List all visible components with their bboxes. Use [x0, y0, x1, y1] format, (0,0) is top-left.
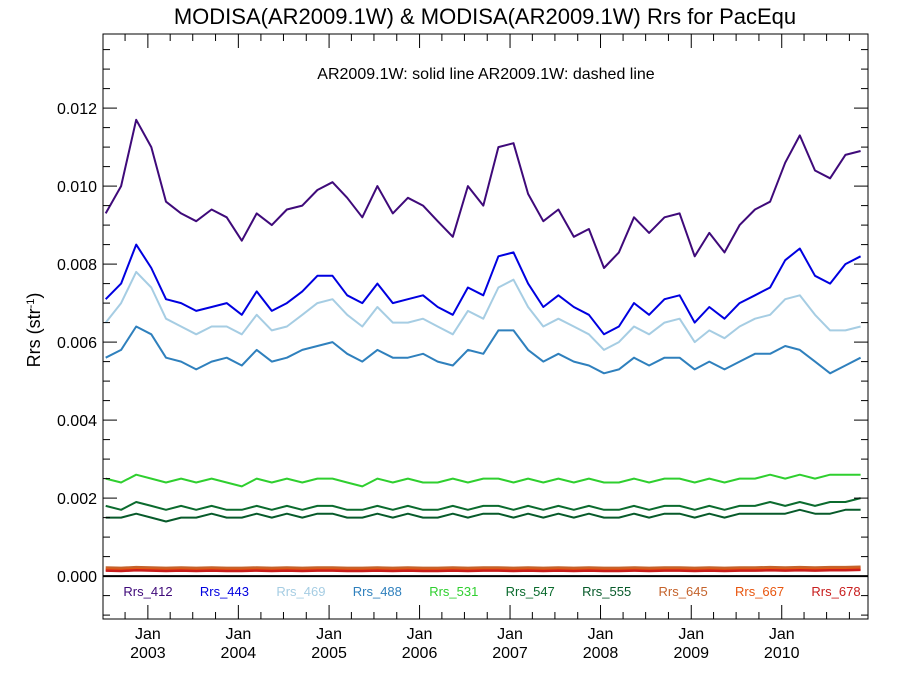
x-tick-year: 2008 [583, 645, 619, 662]
legend-label: Rrs_547 [506, 584, 555, 599]
x-tick-year: 2007 [492, 645, 528, 662]
y-tick-label: 0.008 [57, 257, 97, 274]
x-axis-ticks: Jan 2003 Jan 2004 Jan 2005 Jan 2006 Jan 2007 Jan 20… [124, 34, 850, 662]
x-tick-month: Jan [407, 626, 433, 643]
y-axis-label-end: ) [24, 293, 44, 299]
series-line-rrs-412 [104, 118, 861, 269]
series-line-rrs-469 [104, 270, 861, 351]
legend-label: Rrs_469 [276, 584, 325, 599]
x-tick-month: Jan [588, 626, 614, 643]
x-tick-month: Jan [316, 626, 342, 643]
x-tick-month: Jan [225, 626, 251, 643]
series-layer [104, 118, 862, 573]
legend-label: Rrs_412 [123, 584, 172, 599]
series-line-rrs-678 [105, 568, 861, 573]
x-tick-month: Jan [135, 626, 161, 643]
legend-label: Rrs_678 [811, 584, 860, 599]
y-axis-label: Rrs (str-1) [24, 293, 44, 368]
chart-title: MODISA(AR2009.1W) & MODISA(AR2009.1W) Rr… [174, 4, 796, 29]
x-tick-year: 2006 [402, 645, 438, 662]
x-tick-year: 2003 [130, 645, 166, 662]
line-style-annotation: AR2009.1W: solid line AR2009.1W: dashed … [317, 66, 655, 83]
series-legend: Rrs_412 Rrs_443 Rrs_469 Rrs_488 Rrs_531 Rrs_5… [123, 584, 860, 599]
y-tick-label: 0.004 [57, 413, 97, 430]
y-tick-label: 0.002 [57, 491, 97, 508]
x-tick-year: 2004 [221, 645, 257, 662]
y-tick-label: 0.000 [57, 569, 97, 586]
x-tick-year: 2010 [764, 645, 800, 662]
plot-frame [102, 33, 869, 620]
legend-label: Rrs_488 [353, 584, 402, 599]
y-axis-label-superscript: -1 [25, 299, 37, 309]
y-tick-label: 0.010 [57, 179, 97, 196]
series-line-rrs-443 [104, 243, 862, 336]
series-line-rrs-488 [105, 325, 862, 375]
x-tick-month: Jan [497, 626, 523, 643]
y-tick-label: 0.006 [57, 335, 97, 352]
y-tick-label: 0.012 [57, 101, 97, 118]
legend-label: Rrs_645 [659, 584, 708, 599]
series-line-rrs-531 [105, 473, 861, 488]
x-tick-month: Jan [678, 626, 704, 643]
legend-label: Rrs_667 [735, 584, 784, 599]
legend-label: Rrs_555 [582, 584, 631, 599]
series-line-rrs-547 [105, 497, 861, 511]
y-axis-ticks: 0.000 0.002 0.004 0.006 0.008 0.010 0.012 [57, 49, 868, 616]
x-tick-year: 2009 [673, 645, 709, 662]
series-line-rrs-645 [105, 565, 861, 570]
legend-label: Rrs_531 [429, 584, 478, 599]
legend-label: Rrs_443 [200, 584, 249, 599]
series-line-rrs-555 [105, 508, 861, 523]
x-tick-month: Jan [769, 626, 795, 643]
x-tick-year: 2005 [311, 645, 347, 662]
y-axis-label-main: Rrs (str [24, 308, 44, 367]
